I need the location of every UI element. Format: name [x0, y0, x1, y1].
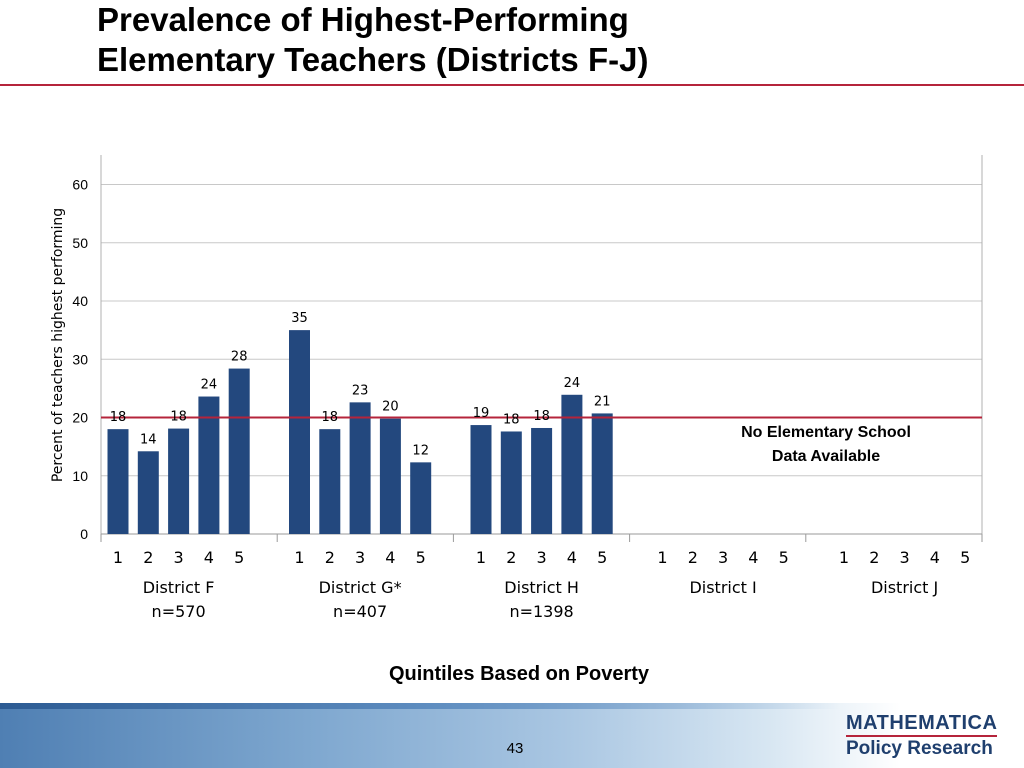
bar-data-label: 21: [594, 394, 611, 409]
y-tick-label: 40: [72, 293, 88, 309]
bar: [289, 330, 310, 534]
x-tick-label: 4: [748, 548, 758, 567]
x-tick-label: 3: [355, 548, 365, 567]
group-label: District G*: [319, 578, 402, 597]
group-n-label: n=407: [333, 602, 387, 621]
x-tick-label: 2: [688, 548, 698, 567]
y-axis-title: Percent of teachers highest performing: [50, 208, 66, 482]
title-line-2: Elementary Teachers (Districts F-J): [97, 41, 649, 78]
bar-data-label: 20: [382, 400, 399, 415]
x-tick-label: 2: [143, 548, 153, 567]
title-line-1: Prevalence of Highest-Performing: [97, 1, 629, 38]
x-tick-label: 3: [537, 548, 547, 567]
group-label: District H: [504, 578, 579, 597]
x-tick-label: 5: [960, 548, 970, 567]
x-tick-label: 1: [839, 548, 849, 567]
slide-title: Prevalence of Highest-Performing Element…: [97, 0, 977, 80]
y-tick-label: 10: [72, 468, 88, 484]
bar-data-label: 18: [503, 412, 520, 427]
x-tick-label: 3: [718, 548, 728, 567]
x-tick-label: 2: [869, 548, 879, 567]
bar: [107, 429, 129, 534]
x-tick-label: 1: [476, 548, 486, 567]
logo-wordmark: MATHEMATICA: [846, 712, 998, 737]
bar: [137, 451, 159, 534]
x-tick-label: 5: [779, 548, 789, 567]
bar: [500, 431, 522, 534]
footer-stripe: [0, 703, 840, 709]
x-tick-label: 4: [385, 548, 395, 567]
bar-data-label: 18: [322, 410, 339, 425]
x-tick-label: 5: [234, 548, 244, 567]
y-tick-label: 60: [72, 177, 88, 193]
x-tick-label: 3: [174, 548, 184, 567]
bar-data-label: 19: [473, 406, 490, 421]
group-label: District F: [143, 578, 215, 597]
y-tick-label: 30: [72, 351, 88, 367]
x-tick-label: 2: [506, 548, 516, 567]
y-tick-label: 0: [80, 526, 88, 542]
bar-data-label: 14: [140, 432, 157, 447]
bar-data-label: 18: [110, 410, 127, 425]
page-number: 43: [506, 740, 524, 757]
x-tick-label: 4: [567, 548, 577, 567]
x-tick-label: 4: [204, 548, 214, 567]
bar: [168, 428, 190, 534]
x-tick-label: 4: [930, 548, 940, 567]
bar-data-label: 18: [170, 410, 187, 425]
x-tick-label: 2: [325, 548, 335, 567]
x-tick-label: 5: [416, 548, 426, 567]
x-tick-label: 1: [113, 548, 123, 567]
group-n-label: n=570: [152, 602, 206, 621]
bar: [591, 413, 613, 534]
x-tick-label: 1: [294, 548, 304, 567]
y-tick-label: 20: [72, 410, 88, 426]
bar: [531, 427, 553, 534]
bar: [470, 425, 492, 534]
bar: [561, 394, 583, 534]
bar-data-label: 24: [201, 378, 218, 393]
x-tick-label: 5: [597, 548, 607, 567]
group-n-label: n=1398: [509, 602, 573, 621]
bar-data-label: 12: [412, 443, 429, 458]
bar: [410, 462, 432, 534]
bar: [379, 418, 401, 534]
mathematica-logo: MATHEMATICA Policy Research: [846, 712, 1011, 764]
group-label: District J: [871, 578, 938, 597]
group-label: District I: [689, 578, 756, 597]
bar-data-label: 28: [231, 350, 248, 365]
title-divider: [0, 84, 1024, 86]
y-tick-label: 50: [72, 235, 88, 251]
bar: [349, 402, 371, 534]
annotation-line-1: No Elementary School: [741, 424, 911, 441]
x-tick-label: 3: [900, 548, 910, 567]
x-tick-label: 1: [657, 548, 667, 567]
bar-data-label: 24: [564, 376, 581, 391]
bar-data-label: 35: [291, 311, 308, 326]
annotation-line-2: Data Available: [772, 448, 880, 465]
logo-subtitle: Policy Research: [846, 738, 993, 759]
bar: [198, 396, 220, 534]
bar: [228, 368, 250, 534]
bar-data-label: 18: [533, 409, 550, 424]
x-axis-title: Quintiles Based on Poverty: [389, 663, 650, 685]
bar: [319, 429, 341, 534]
bar-data-label: 23: [352, 383, 369, 398]
bar-layer: [107, 330, 613, 534]
